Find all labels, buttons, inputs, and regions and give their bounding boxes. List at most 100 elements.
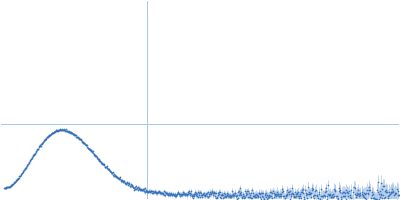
Point (364, 189, 370, 192)
Point (230, 193, 236, 196)
Point (316, 190, 322, 193)
Point (288, 192, 294, 195)
Point (326, 192, 333, 196)
Point (69, 131, 76, 134)
Point (64, 129, 70, 133)
Point (62, 128, 68, 132)
Point (296, 196, 302, 199)
Point (76, 137, 83, 141)
Point (103, 165, 109, 168)
Point (177, 193, 183, 196)
Point (147, 191, 153, 194)
Point (281, 196, 288, 199)
Point (305, 193, 312, 196)
Point (347, 195, 354, 198)
Point (57, 127, 63, 130)
Point (312, 199, 319, 200)
Point (18, 173, 24, 176)
Point (259, 195, 266, 198)
Point (199, 195, 205, 199)
Point (19, 172, 25, 175)
Point (195, 195, 201, 198)
Point (226, 194, 232, 197)
Point (258, 191, 264, 194)
Point (216, 190, 223, 193)
Point (394, 188, 400, 191)
Point (42, 138, 49, 141)
Point (325, 193, 332, 196)
Point (395, 193, 400, 197)
Point (188, 190, 194, 193)
Point (339, 198, 346, 200)
Point (210, 193, 216, 197)
Point (342, 195, 348, 198)
Point (302, 188, 308, 192)
Point (232, 194, 239, 197)
Point (117, 177, 124, 181)
Point (343, 188, 349, 192)
Point (82, 143, 89, 146)
Point (66, 130, 72, 133)
Point (93, 155, 99, 158)
Point (166, 191, 172, 194)
Point (245, 195, 251, 198)
Point (109, 171, 115, 175)
Point (234, 196, 241, 199)
Point (144, 190, 151, 193)
Point (73, 135, 80, 138)
Point (298, 191, 304, 194)
Point (358, 190, 365, 193)
Point (379, 197, 386, 200)
Point (162, 191, 168, 194)
Point (289, 191, 295, 194)
Point (108, 171, 114, 174)
Point (96, 160, 103, 163)
Point (373, 198, 379, 200)
Point (106, 168, 112, 171)
Point (20, 171, 26, 174)
Point (36, 146, 42, 149)
Point (90, 153, 97, 156)
Point (139, 188, 146, 191)
Point (347, 194, 353, 197)
Point (321, 193, 327, 196)
Point (151, 190, 157, 193)
Point (224, 191, 230, 194)
Point (163, 191, 170, 194)
Point (70, 133, 76, 136)
Point (115, 176, 122, 179)
Point (221, 192, 227, 195)
Point (30, 154, 36, 157)
Point (385, 194, 392, 198)
Point (190, 196, 196, 199)
Point (59, 129, 65, 132)
Point (16, 176, 22, 179)
Point (40, 141, 46, 144)
Point (91, 153, 98, 156)
Point (388, 190, 394, 193)
Point (250, 192, 256, 195)
Point (153, 190, 160, 194)
Point (228, 194, 234, 197)
Point (189, 194, 195, 197)
Point (82, 143, 88, 146)
Point (55, 129, 62, 133)
Point (9, 183, 16, 186)
Point (2, 186, 9, 189)
Point (182, 192, 188, 196)
Point (121, 180, 128, 183)
Point (318, 194, 324, 197)
Point (169, 193, 176, 197)
Point (87, 148, 93, 151)
Point (158, 191, 164, 194)
Point (196, 194, 203, 197)
Point (233, 194, 239, 197)
Point (176, 194, 183, 197)
Point (330, 193, 336, 196)
Point (317, 198, 323, 200)
Point (368, 196, 374, 199)
Point (203, 193, 209, 196)
Point (126, 182, 132, 185)
Point (348, 189, 354, 192)
Point (19, 172, 26, 175)
